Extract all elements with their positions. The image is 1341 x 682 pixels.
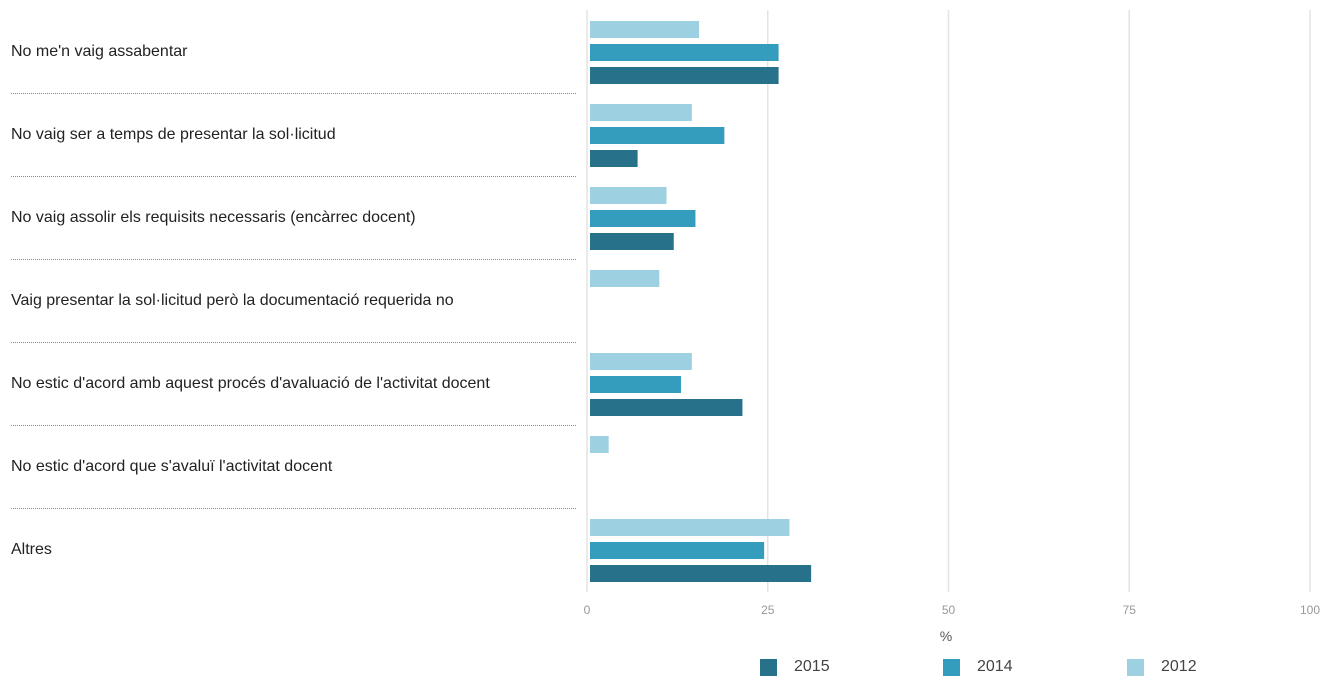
bar-2014-1 xyxy=(590,127,725,144)
x-tick-label: 25 xyxy=(761,603,775,617)
x-tick-label: 50 xyxy=(942,603,956,617)
x-tick-label: 75 xyxy=(1123,603,1137,617)
bar-2012-0 xyxy=(590,21,700,38)
category-label: No estic d'acord amb aquest procés d'ava… xyxy=(11,347,576,420)
bars xyxy=(590,21,812,582)
x-axis-ticks: 0 25 50 75 100 xyxy=(584,603,1321,617)
bar-2012-5 xyxy=(590,436,609,453)
row-separator xyxy=(11,342,576,343)
bar-2015-1 xyxy=(590,150,638,167)
bar-2014-4 xyxy=(590,376,681,393)
gridlines xyxy=(586,10,1311,592)
legend: 2015 2014 2012 xyxy=(0,658,1341,682)
bar-2015-4 xyxy=(590,399,743,416)
category-label-text: No estic d'acord que s'avaluï l'activita… xyxy=(11,457,333,475)
bar-2014-2 xyxy=(590,210,696,227)
bar-2014-0 xyxy=(590,44,779,61)
x-tick-label: 100 xyxy=(1300,603,1320,617)
category-label-text: Vaig presentar la sol·licitud però la do… xyxy=(11,291,454,309)
category-label-text: No vaig ser a temps de presentar la sol·… xyxy=(11,125,336,143)
category-label: Altres xyxy=(11,513,576,586)
bar-2012-1 xyxy=(590,104,692,121)
category-label-text: No vaig assolir els requisits necessaris… xyxy=(11,208,416,226)
legend-swatch xyxy=(760,658,777,676)
legend-item-2015: 2015 xyxy=(760,658,830,676)
legend-swatch xyxy=(1127,658,1144,676)
legend-label: 2012 xyxy=(1161,658,1197,675)
row-separator xyxy=(11,259,576,260)
legend-label: 2015 xyxy=(794,658,830,675)
category-label-text: No estic d'acord amb aquest procés d'ava… xyxy=(11,374,490,392)
bar-chart: 0 25 50 75 100 % xyxy=(584,10,1321,644)
category-label: Vaig presentar la sol·licitud però la do… xyxy=(11,264,576,337)
category-label: No me'n vaig assabentar xyxy=(11,15,576,88)
category-labels: No me'n vaig assabentar No vaig ser a tem… xyxy=(0,0,580,600)
legend-item-2014: 2014 xyxy=(943,658,1013,676)
bar-2012-2 xyxy=(590,187,667,204)
category-label-text: Altres xyxy=(11,540,52,558)
legend-item-2012: 2012 xyxy=(1127,658,1197,676)
category-label: No vaig ser a temps de presentar la sol·… xyxy=(11,98,576,171)
category-label: No vaig assolir els requisits necessaris… xyxy=(11,181,576,254)
legend-swatch xyxy=(943,658,960,676)
bar-2014-6 xyxy=(590,542,765,559)
bar-2012-6 xyxy=(590,519,790,536)
row-separator xyxy=(11,508,576,509)
x-tick-label: 0 xyxy=(584,603,591,617)
x-axis-title: % xyxy=(940,628,952,644)
legend-label: 2014 xyxy=(977,658,1013,675)
bar-2012-3 xyxy=(590,270,660,287)
row-separator xyxy=(11,93,576,94)
bar-2015-6 xyxy=(590,565,812,582)
row-separator xyxy=(11,425,576,426)
row-separator xyxy=(11,176,576,177)
category-label: No estic d'acord que s'avaluï l'activita… xyxy=(11,430,576,503)
bar-2012-4 xyxy=(590,353,692,370)
bar-2015-0 xyxy=(590,67,779,84)
category-label-text: No me'n vaig assabentar xyxy=(11,42,188,60)
bar-2015-2 xyxy=(590,233,674,250)
